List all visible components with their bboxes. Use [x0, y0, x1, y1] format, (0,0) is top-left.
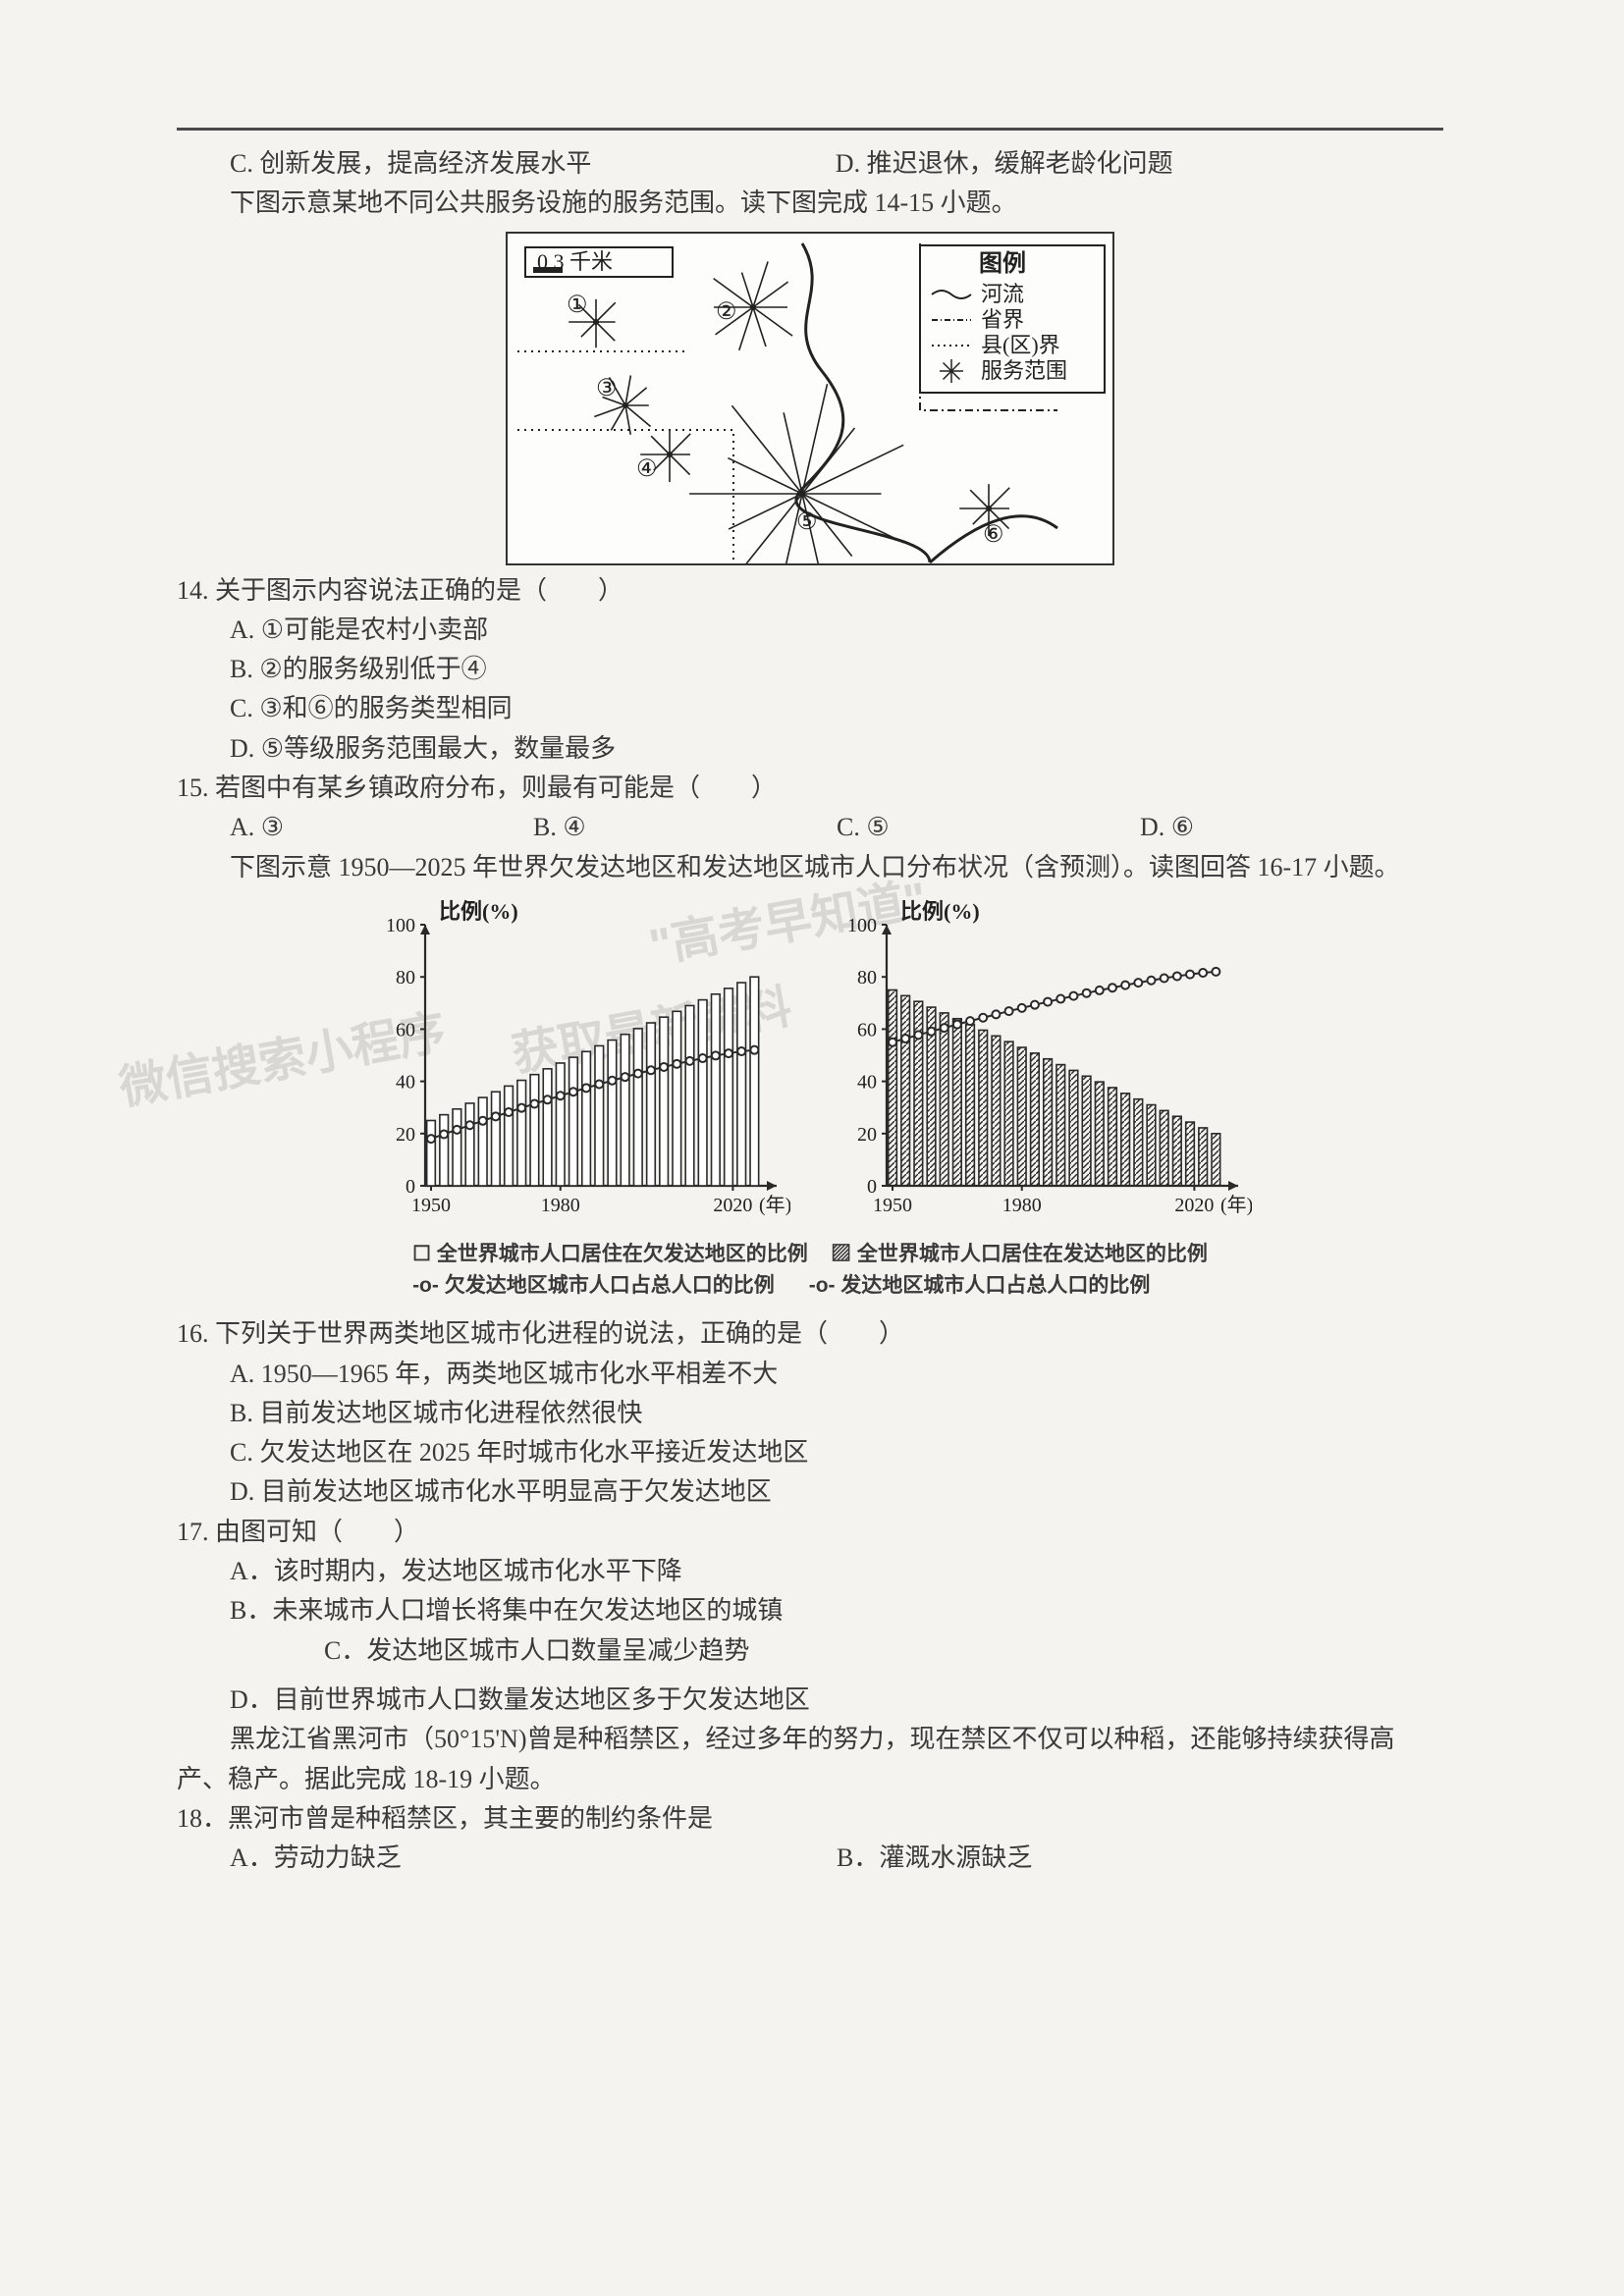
- q14-b: B. ②的服务级别低于④: [177, 650, 1443, 689]
- svg-text:40: 40: [396, 1072, 415, 1094]
- svg-text:1950: 1950: [873, 1195, 912, 1216]
- page-content: C. 创新发展，提高经济发展水平 D. 推迟退休，缓解老龄化问题 下图示意某地不…: [177, 128, 1443, 1878]
- svg-text:40: 40: [857, 1072, 877, 1094]
- svg-text:60: 60: [396, 1019, 415, 1041]
- svg-text:20: 20: [857, 1124, 877, 1146]
- q14-stem: 14. 关于图示内容说法正确的是（ ）: [177, 571, 1443, 611]
- svg-text:100: 100: [847, 915, 877, 936]
- svg-text:60: 60: [857, 1019, 877, 1041]
- svg-text:(年): (年): [1220, 1194, 1252, 1216]
- legend-1b: ▨ 全世界城市人口居住在发达地区的比例: [831, 1243, 1208, 1265]
- map-figure-wrap: 0 3 千米 图例河流省界县(区)界服务范围 ① ② ③ ④ ⑤ ⑥: [177, 232, 1443, 565]
- svg-text:⑥: ⑥: [983, 522, 1004, 548]
- chart-pair: 微信搜索小程序 "高考早知道" 获取最新资料 020406080100比例(%)…: [177, 897, 1443, 1233]
- chart-right-box: 020406080100比例(%)195019802020(年): [830, 897, 1252, 1233]
- q16-b: B. 目前发达地区城市化进程依然很快: [177, 1394, 1443, 1433]
- svg-text:1980: 1980: [541, 1195, 580, 1216]
- svg-text:服务范围: 服务范围: [981, 358, 1067, 383]
- intro-18-19: 黑龙江省黑河市（50°15'N)曾是种稻禁区，经过多年的努力，现在禁区不仅可以种…: [177, 1720, 1443, 1799]
- legend-2b: -o- 发达地区城市人口占总人口的比例: [809, 1274, 1151, 1297]
- map-figure: 0 3 千米 图例河流省界县(区)界服务范围 ① ② ③ ④ ⑤ ⑥: [506, 232, 1114, 565]
- svg-text:1980: 1980: [1002, 1195, 1042, 1216]
- svg-text:2020: 2020: [713, 1195, 752, 1216]
- chart-legend: ☐ 全世界城市人口居住在欠发达地区的比例 ▨ 全世界城市人口居住在发达地区的比例…: [177, 1239, 1443, 1301]
- q17-b: B．未来城市人口增长将集中在欠发达地区的城镇: [177, 1591, 1443, 1630]
- chart-left-box: 020406080100比例(%)195019802020(年): [368, 897, 790, 1233]
- legend-2a: -o- 欠发达地区城市人口占总人口的比例: [412, 1274, 775, 1297]
- svg-text:县(区)界: 县(区)界: [981, 333, 1060, 357]
- svg-text:0 3 千米: 0 3 千米: [537, 249, 613, 274]
- chart-right: 020406080100比例(%)195019802020(年): [830, 897, 1252, 1221]
- svg-text:⑤: ⑤: [796, 509, 818, 535]
- svg-text:80: 80: [396, 967, 415, 988]
- svg-text:比例(%): 比例(%): [900, 899, 980, 924]
- legend-1a: ☐ 全世界城市人口居住在欠发达地区的比例: [412, 1243, 808, 1265]
- q18-a: A．劳动力缺乏: [230, 1839, 837, 1878]
- svg-text:(年): (年): [759, 1194, 790, 1216]
- q17-stem: 17. 由图可知（ ）: [177, 1513, 1443, 1552]
- svg-text:①: ①: [567, 293, 588, 318]
- q15-d: D. ⑥: [1140, 808, 1443, 847]
- svg-text:比例(%): 比例(%): [439, 899, 518, 924]
- option-c: C. 创新发展，提高经济发展水平: [177, 144, 836, 184]
- q17-d: D．目前世界城市人口数量发达地区多于欠发达地区: [177, 1681, 1443, 1720]
- q16-stem: 16. 下列关于世界两类地区城市化进程的说法，正确的是（ ）: [177, 1314, 1443, 1354]
- svg-text:③: ③: [596, 376, 618, 401]
- q18-b: B．灌溉水源缺乏: [837, 1839, 1443, 1878]
- svg-text:省界: 省界: [981, 307, 1024, 332]
- svg-text:20: 20: [396, 1124, 415, 1146]
- q15-c: C. ⑤: [837, 808, 1140, 847]
- q16-a: A. 1950—1965 年，两类地区城市化水平相差不大: [177, 1355, 1443, 1394]
- q14-c: C. ③和⑥的服务类型相同: [177, 689, 1443, 728]
- svg-text:1950: 1950: [411, 1195, 451, 1216]
- svg-text:河流: 河流: [981, 282, 1024, 306]
- q15-a: A. ③: [230, 808, 533, 847]
- q18-stem: 18．黑河市曾是种稻禁区，其主要的制约条件是: [177, 1799, 1443, 1839]
- q14-a: A. ①可能是农村小卖部: [177, 611, 1443, 650]
- q15-stem: 15. 若图中有某乡镇政府分布，则最有可能是（ ）: [177, 769, 1443, 808]
- top-rule: [177, 128, 1443, 131]
- q17-c: C．发达地区城市人口数量呈减少趋势: [177, 1631, 1443, 1671]
- intro-14-15: 下图示意某地不同公共服务设施的服务范围。读下图完成 14-15 小题。: [177, 184, 1443, 223]
- svg-text:图例: 图例: [979, 250, 1026, 277]
- svg-text:100: 100: [386, 915, 415, 936]
- svg-text:④: ④: [636, 456, 658, 482]
- q14-d: D. ⑤等级服务范围最大，数量最多: [177, 729, 1443, 769]
- svg-text:2020: 2020: [1174, 1195, 1214, 1216]
- svg-text:②: ②: [716, 299, 737, 325]
- q16-c: C. 欠发达地区在 2025 年时城市化水平接近发达地区: [177, 1433, 1443, 1472]
- q15-options: A. ③ B. ④ C. ⑤ D. ⑥: [177, 808, 1443, 847]
- intro-16-17: 下图示意 1950—2025 年世界欠发达地区和发达地区城市人口分布状况（含预测…: [177, 848, 1443, 887]
- chart-left: 020406080100比例(%)195019802020(年): [368, 897, 790, 1221]
- q18-options: A．劳动力缺乏 B．灌溉水源缺乏: [177, 1839, 1443, 1878]
- q17-a: A．该时期内，发达地区城市化水平下降: [177, 1552, 1443, 1591]
- q16-d: D. 目前发达地区城市化水平明显高于欠发达地区: [177, 1472, 1443, 1512]
- q15-b: B. ④: [533, 808, 837, 847]
- svg-text:80: 80: [857, 967, 877, 988]
- prev-question-options: C. 创新发展，提高经济发展水平 D. 推迟退休，缓解老龄化问题: [177, 144, 1443, 184]
- option-d: D. 推迟退休，缓解老龄化问题: [836, 144, 1173, 184]
